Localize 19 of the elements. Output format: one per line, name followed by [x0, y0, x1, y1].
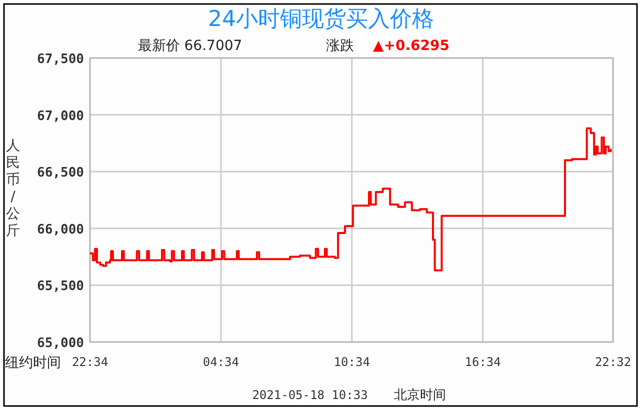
y-tick-label: 67,000 [37, 108, 84, 124]
text: 涨跌 [326, 38, 354, 54]
x-tick-label: 16:34 [464, 355, 501, 369]
y-tick-label: 67,500 [37, 52, 84, 67]
text: 纽约时间 [5, 355, 61, 371]
y-tick-label: 65,500 [37, 279, 84, 294]
text: ▲+0.6295 [373, 38, 450, 54]
x-tick-label: 22:34 [72, 355, 108, 369]
chart-subtitle: 最新价 66.7007 [138, 38, 242, 54]
text: 北京时间 [394, 388, 446, 403]
text: 2021-05-18 10:33 [252, 388, 368, 402]
y-tick-label: 66,000 [37, 222, 84, 238]
x-tick-label: 22:32 [594, 355, 632, 369]
x-tick-label: 04:34 [202, 355, 239, 369]
x-tick-label: 10:34 [334, 355, 370, 369]
y-tick-label: 65,000 [37, 336, 84, 351]
chart-title: 24小时铜现货买入价格 [208, 7, 434, 32]
y-tick-label: 66,500 [37, 166, 84, 181]
y-axis-title: 人民币/公斤 [6, 138, 20, 239]
